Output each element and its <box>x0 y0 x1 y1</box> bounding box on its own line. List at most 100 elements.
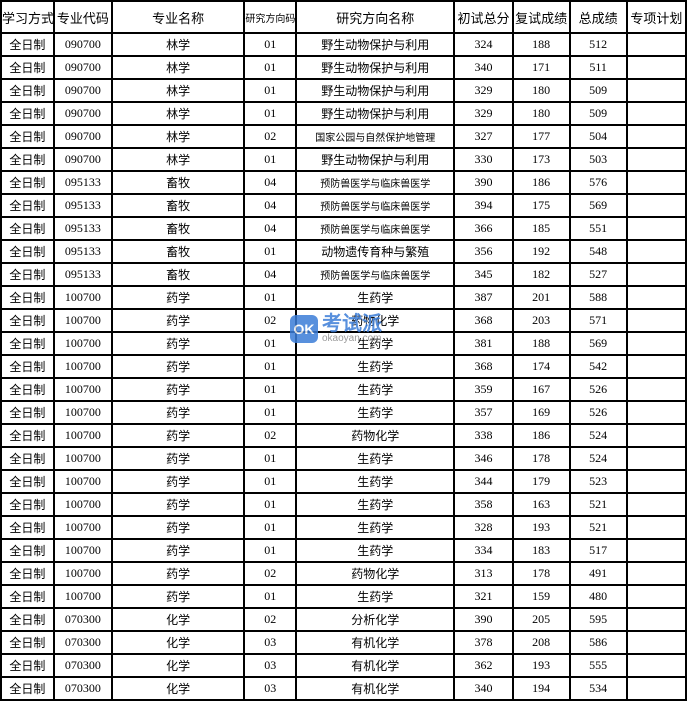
table-cell: 药物化学 <box>296 562 454 585</box>
table-cell <box>627 171 686 194</box>
table-cell: 100700 <box>54 286 112 309</box>
column-header: 专项计划 <box>627 1 686 33</box>
table-cell <box>627 79 686 102</box>
table-row: 全日制070300化学03有机化学378208586 <box>1 631 686 654</box>
table-cell: 100700 <box>54 332 112 355</box>
table-cell: 化学 <box>112 631 244 654</box>
table-cell: 生药学 <box>296 355 454 378</box>
table-cell: 070300 <box>54 654 112 677</box>
column-header: 学习方式 <box>1 1 54 33</box>
table-cell: 362 <box>454 654 512 677</box>
table-cell: 205 <box>513 608 570 631</box>
table-cell: 100700 <box>54 585 112 608</box>
table-cell: 100700 <box>54 493 112 516</box>
table-row: 全日制100700药学01生药学359167526 <box>1 378 686 401</box>
table-cell: 药学 <box>112 493 244 516</box>
table-cell <box>627 585 686 608</box>
table-cell: 药学 <box>112 424 244 447</box>
table-row: 全日制100700药学01生药学328193521 <box>1 516 686 539</box>
table-row: 全日制100700药学01生药学321159480 <box>1 585 686 608</box>
table-cell: 02 <box>244 608 296 631</box>
table-cell: 100700 <box>54 516 112 539</box>
column-header: 研究方向码 <box>244 1 296 33</box>
table-cell: 01 <box>244 539 296 562</box>
table-cell: 595 <box>570 608 627 631</box>
table-cell: 329 <box>454 102 512 125</box>
table-cell <box>627 447 686 470</box>
table-cell: 化学 <box>112 654 244 677</box>
table-cell: 全日制 <box>1 378 54 401</box>
table-cell: 480 <box>570 585 627 608</box>
table-cell: 01 <box>244 447 296 470</box>
table-cell: 095133 <box>54 263 112 286</box>
table-cell: 野生动物保护与利用 <box>296 79 454 102</box>
table-cell: 02 <box>244 424 296 447</box>
table-cell: 378 <box>454 631 512 654</box>
table-cell: 329 <box>454 79 512 102</box>
table-row: 全日制100700药学01生药学368174542 <box>1 355 686 378</box>
table-cell: 04 <box>244 171 296 194</box>
table-cell: 526 <box>570 378 627 401</box>
table-body: 全日制090700林学01野生动物保护与利用324188512全日制090700… <box>1 33 686 700</box>
table-cell <box>627 516 686 539</box>
table-cell <box>627 125 686 148</box>
table-cell: 521 <box>570 493 627 516</box>
table-cell: 04 <box>244 263 296 286</box>
table-row: 全日制100700药学01生药学387201588 <box>1 286 686 309</box>
table-cell: 569 <box>570 194 627 217</box>
table-row: 全日制095133畜牧04预防兽医学与临床兽医学390186576 <box>1 171 686 194</box>
table-cell: 药学 <box>112 355 244 378</box>
table-cell: 生药学 <box>296 585 454 608</box>
table-cell: 070300 <box>54 677 112 700</box>
table-cell: 全日制 <box>1 125 54 148</box>
table-cell: 491 <box>570 562 627 585</box>
table-cell: 全日制 <box>1 148 54 171</box>
table-cell: 188 <box>513 332 570 355</box>
table-cell: 523 <box>570 470 627 493</box>
table-cell: 全日制 <box>1 470 54 493</box>
table-cell: 药学 <box>112 332 244 355</box>
table-cell: 药学 <box>112 286 244 309</box>
table-cell <box>627 654 686 677</box>
table-cell: 01 <box>244 56 296 79</box>
table-cell <box>627 33 686 56</box>
table-row: 全日制100700药学01生药学334183517 <box>1 539 686 562</box>
table-row: 全日制090700林学01野生动物保护与利用330173503 <box>1 148 686 171</box>
table-cell: 534 <box>570 677 627 700</box>
table-cell: 全日制 <box>1 447 54 470</box>
table-cell: 174 <box>513 355 570 378</box>
table-cell: 预防兽医学与临床兽医学 <box>296 263 454 286</box>
table-cell: 159 <box>513 585 570 608</box>
table-cell: 有机化学 <box>296 631 454 654</box>
table-cell <box>627 194 686 217</box>
table-cell: 预防兽医学与临床兽医学 <box>296 194 454 217</box>
table-cell: 畜牧 <box>112 171 244 194</box>
table-row: 全日制090700林学01野生动物保护与利用329180509 <box>1 79 686 102</box>
table-cell: 328 <box>454 516 512 539</box>
table-cell: 090700 <box>54 33 112 56</box>
table-cell: 551 <box>570 217 627 240</box>
table-cell: 100700 <box>54 424 112 447</box>
table-cell: 01 <box>244 148 296 171</box>
table-row: 全日制100700药学01生药学357169526 <box>1 401 686 424</box>
table-row: 全日制070300化学02分析化学390205595 <box>1 608 686 631</box>
table-cell: 野生动物保护与利用 <box>296 102 454 125</box>
table-cell: 177 <box>513 125 570 148</box>
table-cell: 345 <box>454 263 512 286</box>
table-cell: 预防兽医学与临床兽医学 <box>296 171 454 194</box>
table-cell: 03 <box>244 631 296 654</box>
table-cell: 预防兽医学与临床兽医学 <box>296 217 454 240</box>
table-cell: 090700 <box>54 102 112 125</box>
table-cell: 193 <box>513 654 570 677</box>
table-cell: 01 <box>244 79 296 102</box>
table-cell: 542 <box>570 355 627 378</box>
table-cell: 01 <box>244 516 296 539</box>
table-cell: 药学 <box>112 309 244 332</box>
table-cell: 生药学 <box>296 470 454 493</box>
table-cell: 生药学 <box>296 286 454 309</box>
table-cell: 090700 <box>54 56 112 79</box>
table-row: 全日制090700林学01野生动物保护与利用340171511 <box>1 56 686 79</box>
table-cell <box>627 562 686 585</box>
table-cell: 346 <box>454 447 512 470</box>
table-cell: 356 <box>454 240 512 263</box>
